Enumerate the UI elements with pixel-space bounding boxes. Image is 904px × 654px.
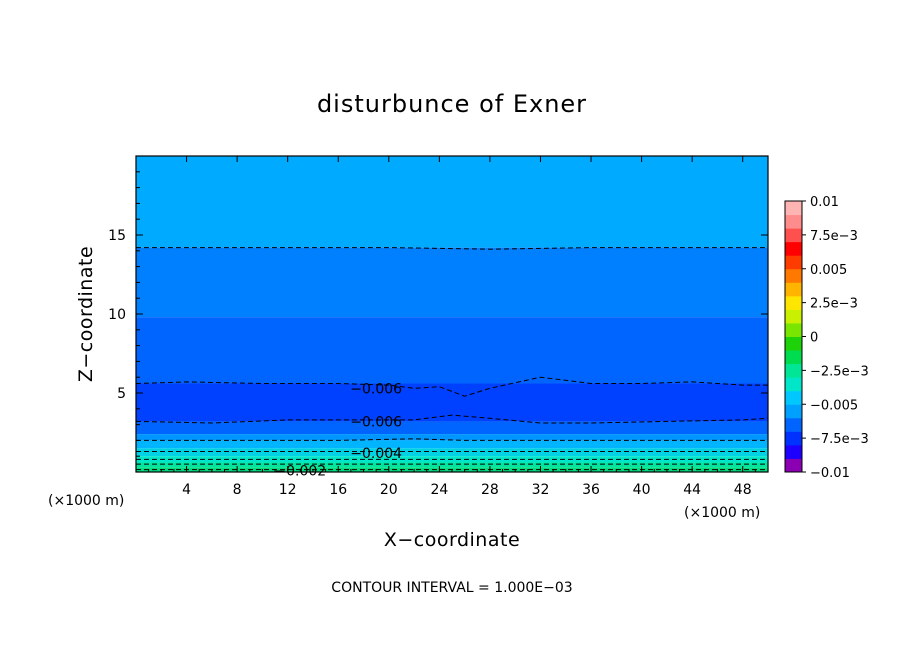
x-tick-label: 32 [532,482,550,498]
x-unit-label: (×1000 m) [684,505,760,521]
contour-label: −0.006 [350,414,402,430]
contour-band [136,383,768,422]
colorbar-swatch [785,309,802,324]
x-tick-label: 16 [329,482,347,498]
colorbar-tick-label: 2.5e−3 [810,297,858,312]
colorbar-swatch [785,458,802,473]
x-tick-label: 48 [734,482,752,498]
contour-band [136,440,768,449]
contour-label: −0.006 [350,381,402,397]
x-tick-label: 36 [582,482,600,498]
colorbar-tick-label: 0 [810,331,818,346]
colorbar-tick-label: −2.5e−3 [810,364,869,379]
x-tick-label: 24 [430,482,448,498]
contour-band [136,434,768,441]
chart-title: disturbunce of Exner [317,90,587,118]
colorbar-swatch [785,350,802,365]
contour-band [136,317,768,384]
contour-band [136,421,768,435]
colorbar-tick-label: 7.5e−3 [810,229,858,244]
y-unit-label: (×1000 m) [48,493,124,509]
contour-line [136,438,768,441]
x-tick-label: 4 [182,482,191,498]
contour-line [135,414,769,424]
x-tick-label: 44 [683,482,701,498]
x-tick-label: 12 [279,482,297,498]
colorbar-swatch [785,417,802,432]
colorbar-swatch [785,390,802,405]
x-axis: 4 8 12 16 20 24 28 32 36 40 44 48 [148,156,756,498]
colorbar-tick-label: 0.01 [810,195,839,210]
colorbar-swatch [785,268,802,283]
plot-area [136,156,768,472]
colorbar-swatch [785,377,802,392]
x-tick-label: 20 [380,482,398,498]
contour-band [136,448,768,457]
y-tick-label: 5 [117,386,126,402]
colorbar-swatch [785,255,802,270]
x-tick-label: 8 [233,482,242,498]
colorbar-swatch [785,336,802,351]
colorbar-tick-label: 0.005 [810,263,847,278]
y-tick-label: 10 [108,307,126,323]
contour-band [136,462,768,468]
contour-interval-footer: CONTOUR INTERVAL = 1.000E−03 [331,580,572,596]
colorbar-swatch [785,241,802,256]
colorbar-swatch [785,282,802,297]
colorbar-swatch [785,295,802,310]
colorbar-swatch [785,444,802,459]
x-tick-label: 28 [481,482,499,498]
colorbar-swatch [785,404,802,419]
colorbar-labels: 0.01 7.5e−3 0.005 2.5e−3 0 −2.5e−3 −0.005 −7.5e… [802,195,869,481]
x-axis-label: X−coordinate [384,529,520,551]
y-axis: 5 10 15 [108,171,768,457]
colorbar-tick-label: −0.005 [810,398,858,413]
colorbar-swatch [785,228,802,243]
contour-band [136,156,768,248]
contour-label: −0.004 [350,446,402,462]
colorbar-swatch [785,322,802,337]
x-tick-label: 40 [633,482,651,498]
contour-line [136,247,768,250]
colorbar-swatch [785,214,802,229]
colorbar [784,200,803,473]
y-axis-label: Z−coordinate [75,246,97,382]
contour-band [136,247,768,318]
y-tick-label: 15 [108,228,126,244]
colorbar-swatch [785,201,802,216]
colorbar-tick-label: −7.5e−3 [810,432,869,447]
contour-line [135,376,768,397]
colorbar-swatch [785,431,802,446]
colorbar-tick-label: −0.01 [810,466,850,481]
colorbar-swatch [785,363,802,378]
